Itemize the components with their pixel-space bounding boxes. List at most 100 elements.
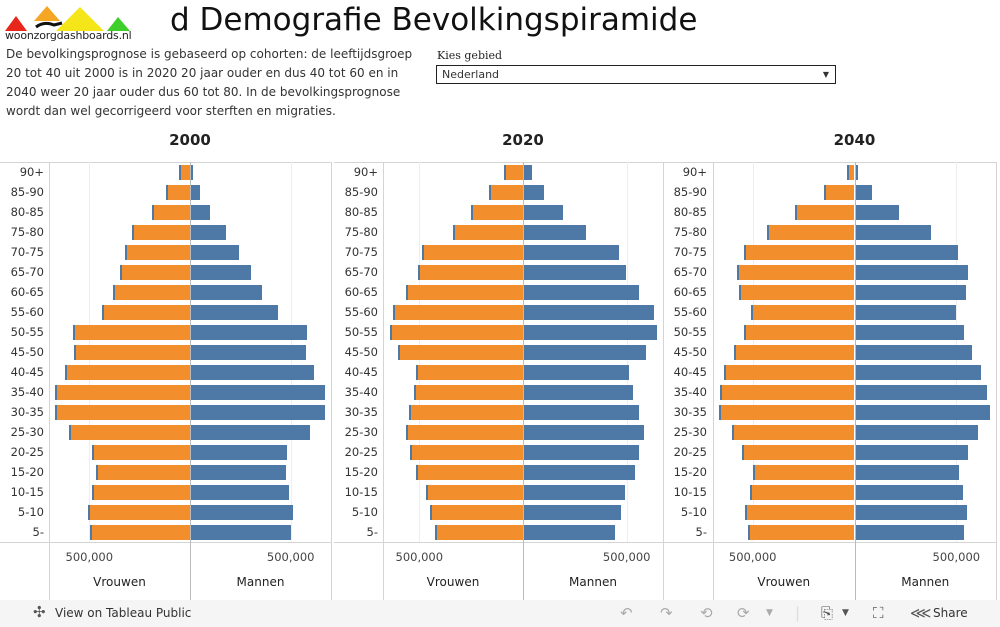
bar-vrouwen[interactable] [166, 185, 190, 200]
bar-mannen[interactable] [524, 165, 532, 180]
bar-mannen[interactable] [855, 245, 959, 260]
fullscreen-icon[interactable]: ⛶ [873, 604, 884, 622]
bar-mannen[interactable] [524, 225, 586, 240]
bar-vrouwen[interactable] [72, 325, 190, 340]
bar-vrouwen[interactable] [724, 365, 855, 380]
bar-mannen[interactable] [524, 405, 639, 420]
bar-vrouwen[interactable] [73, 345, 190, 360]
download-dropdown-icon[interactable]: ▼ [842, 608, 849, 618]
bar-mannen[interactable] [524, 325, 657, 340]
bar-vrouwen[interactable] [101, 305, 190, 320]
bar-vrouwen[interactable] [91, 445, 190, 460]
bar-vrouwen[interactable] [748, 525, 855, 540]
undo-icon[interactable]: ↶ [620, 604, 633, 622]
bar-vrouwen[interactable] [409, 445, 523, 460]
bar-mannen[interactable] [524, 445, 639, 460]
bar-vrouwen[interactable] [408, 405, 523, 420]
bar-mannen[interactable] [855, 285, 967, 300]
bar-mannen[interactable] [524, 485, 625, 500]
bar-mannen[interactable] [855, 425, 979, 440]
bar-vrouwen[interactable] [720, 385, 855, 400]
redo-icon[interactable]: ↷ [660, 604, 673, 622]
bar-vrouwen[interactable] [392, 305, 523, 320]
bar-vrouwen[interactable] [95, 465, 190, 480]
bar-mannen[interactable] [855, 305, 957, 320]
bar-mannen[interactable] [191, 165, 194, 180]
bar-mannen[interactable] [855, 205, 900, 220]
bar-mannen[interactable] [191, 305, 279, 320]
bar-vrouwen[interactable] [421, 245, 523, 260]
bar-vrouwen[interactable] [406, 285, 523, 300]
bar-mannen[interactable] [855, 225, 932, 240]
bar-mannen[interactable] [191, 245, 240, 260]
view-on-tableau-link[interactable]: View on Tableau Public [55, 606, 192, 620]
bar-mannen[interactable] [855, 525, 965, 540]
bar-mannen[interactable] [524, 185, 544, 200]
bar-vrouwen[interactable] [425, 485, 523, 500]
bar-vrouwen[interactable] [406, 425, 523, 440]
refresh-dropdown-icon[interactable]: ▼ [766, 608, 773, 618]
bar-vrouwen[interactable] [415, 465, 523, 480]
bar-vrouwen[interactable] [64, 365, 190, 380]
bar-mannen[interactable] [191, 405, 325, 420]
bar-mannen[interactable] [191, 365, 314, 380]
bar-mannen[interactable] [855, 345, 973, 360]
bar-mannen[interactable] [524, 505, 621, 520]
bar-vrouwen[interactable] [119, 265, 190, 280]
bar-vrouwen[interactable] [68, 425, 190, 440]
bar-vrouwen[interactable] [470, 205, 523, 220]
bar-mannen[interactable] [191, 285, 263, 300]
bar-vrouwen[interactable] [417, 265, 523, 280]
bar-mannen[interactable] [191, 505, 294, 520]
bar-mannen[interactable] [524, 385, 633, 400]
bar-mannen[interactable] [524, 345, 646, 360]
bar-vrouwen[interactable] [846, 165, 855, 180]
bar-mannen[interactable] [855, 505, 968, 520]
bar-mannen[interactable] [191, 485, 290, 500]
bar-vrouwen[interactable] [397, 345, 523, 360]
bar-mannen[interactable] [524, 245, 619, 260]
bar-vrouwen[interactable] [179, 165, 190, 180]
bar-vrouwen[interactable] [87, 505, 190, 520]
share-button[interactable]: Share [933, 606, 968, 620]
bar-mannen[interactable] [855, 385, 988, 400]
bar-vrouwen[interactable] [745, 505, 855, 520]
bar-mannen[interactable] [855, 185, 873, 200]
bar-vrouwen[interactable] [737, 265, 855, 280]
download-icon[interactable]: ⎘ [821, 604, 834, 622]
bar-vrouwen[interactable] [488, 185, 523, 200]
bar-mannen[interactable] [191, 445, 288, 460]
bar-vrouwen[interactable] [503, 165, 523, 180]
bar-vrouwen[interactable] [750, 485, 855, 500]
bar-vrouwen[interactable] [91, 485, 190, 500]
bar-vrouwen[interactable] [152, 205, 190, 220]
bar-vrouwen[interactable] [739, 285, 855, 300]
bar-vrouwen[interactable] [732, 425, 855, 440]
bar-vrouwen[interactable] [389, 325, 523, 340]
share-icon[interactable]: ⋘ [910, 604, 932, 622]
bar-mannen[interactable] [855, 465, 960, 480]
refresh-icon[interactable]: ⟳ [737, 604, 750, 622]
bar-mannen[interactable] [191, 385, 325, 400]
bar-mannen[interactable] [855, 485, 964, 500]
bar-mannen[interactable] [524, 285, 639, 300]
bar-mannen[interactable] [524, 265, 626, 280]
bar-mannen[interactable] [855, 325, 965, 340]
bar-mannen[interactable] [191, 225, 227, 240]
bar-vrouwen[interactable] [719, 405, 855, 420]
bar-vrouwen[interactable] [742, 445, 855, 460]
bar-vrouwen[interactable] [452, 225, 523, 240]
bar-mannen[interactable] [524, 305, 654, 320]
area-select[interactable]: Nederland ▼ [436, 65, 836, 84]
bar-mannen[interactable] [191, 265, 252, 280]
bar-mannen[interactable] [524, 365, 629, 380]
bar-mannen[interactable] [524, 205, 563, 220]
bar-vrouwen[interactable] [734, 345, 855, 360]
bar-vrouwen[interactable] [434, 525, 523, 540]
bar-mannen[interactable] [855, 365, 982, 380]
bar-mannen[interactable] [191, 525, 292, 540]
bar-mannen[interactable] [191, 465, 287, 480]
bar-mannen[interactable] [191, 345, 307, 360]
bar-vrouwen[interactable] [413, 385, 523, 400]
bar-mannen[interactable] [524, 465, 635, 480]
